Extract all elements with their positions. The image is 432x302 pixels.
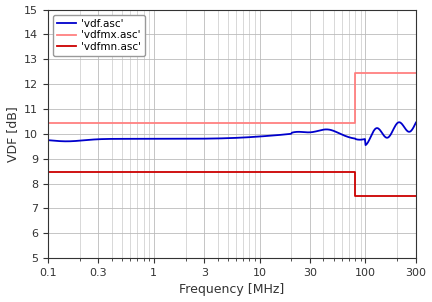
Legend: 'vdf.asc', 'vdfmx.asc', 'vdfmn.asc': 'vdf.asc', 'vdfmx.asc', 'vdfmn.asc' xyxy=(53,15,146,56)
'vdfmn.asc' xyxy=(413,194,419,198)
Line: 'vdfmx.asc': 'vdfmx.asc' xyxy=(48,73,416,123)
'vdfmx.asc' xyxy=(45,121,51,124)
'vdf.asc' xyxy=(45,138,51,142)
X-axis label: Frequency [MHz]: Frequency [MHz] xyxy=(179,284,285,297)
'vdf.asc' xyxy=(212,137,217,140)
Line: 'vdf.asc': 'vdf.asc' xyxy=(48,122,416,145)
'vdf.asc' xyxy=(413,121,419,124)
'vdfmx.asc' xyxy=(353,121,358,124)
Y-axis label: VDF [dB]: VDF [dB] xyxy=(6,106,19,162)
'vdf.asc' xyxy=(291,130,296,134)
'vdf.asc' xyxy=(111,137,116,141)
Line: 'vdfmn.asc': 'vdfmn.asc' xyxy=(48,172,416,196)
'vdf.asc' xyxy=(363,143,368,147)
'vdfmn.asc' xyxy=(353,171,358,174)
'vdfmx.asc' xyxy=(413,71,419,75)
'vdf.asc' xyxy=(140,137,145,141)
'vdf.asc' xyxy=(322,128,327,131)
'vdf.asc' xyxy=(397,120,402,124)
'vdf.asc' xyxy=(262,134,267,138)
'vdfmn.asc' xyxy=(353,194,358,198)
'vdfmn.asc' xyxy=(45,171,51,174)
'vdfmx.asc' xyxy=(353,71,358,75)
